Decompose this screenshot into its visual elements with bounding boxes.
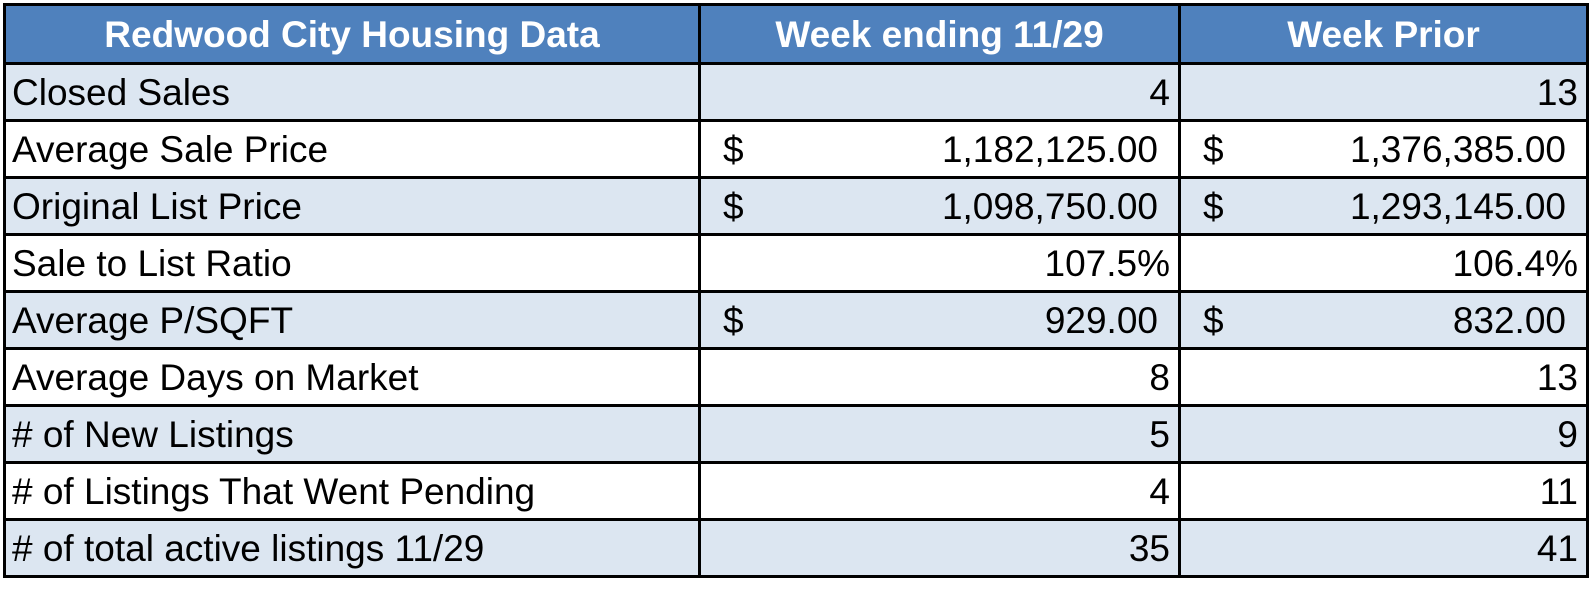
week-prior-value-cell: 9 [1178,404,1589,464]
week-ending-value-cell: 35 [698,518,1181,578]
currency-symbol: $ [1203,185,1224,227]
header-week-prior: Week Prior [1178,3,1589,65]
table-row: # of Listings That Went Pending 4 11 [3,461,1589,521]
week-ending-value-cell: 8 [698,347,1181,407]
table-body: Closed Sales 4 13 Average Sale Price $1,182,… [3,62,1589,578]
row-label: Average P/SQFT [3,290,701,350]
week-ending-value-cell: $1,182,125.00 [698,119,1181,179]
table-header-row: Redwood City Housing Data Week ending 11… [3,3,1589,65]
week-ending-value-cell: 5 [698,404,1181,464]
week-prior-value: 1,293,145.00 [1349,185,1566,227]
week-prior-value-cell: 11 [1178,461,1589,521]
week-ending-value-cell: 107.5% [698,233,1181,293]
housing-data-table: Redwood City Housing Data Week ending 11… [3,3,1589,578]
week-ending-value-cell: $929.00 [698,290,1181,350]
table-row: Sale to List Ratio 107.5% 106.4% [3,233,1589,293]
row-label: Average Days on Market [3,347,701,407]
week-prior-value-cell: $1,293,145.00 [1178,176,1589,236]
table-row: Closed Sales 4 13 [3,62,1589,122]
header-title: Redwood City Housing Data [3,3,701,65]
table-row: # of total active listings 11/29 35 41 [3,518,1589,578]
table-row: Original List Price $1,098,750.00 $1,293,1… [3,176,1589,236]
table-row: Average P/SQFT $929.00 $832.00 [3,290,1589,350]
row-label: # of Listings That Went Pending [3,461,701,521]
week-prior-value-cell: 41 [1178,518,1589,578]
table-row: Average Sale Price $1,182,125.00 $1,376,38… [3,119,1589,179]
week-ending-value-cell: $1,098,750.00 [698,176,1181,236]
row-label: Original List Price [3,176,701,236]
header-week-ending: Week ending 11/29 [698,3,1181,65]
currency-symbol: $ [723,185,744,227]
week-ending-value: 1,182,125.00 [941,128,1158,170]
housing-data-table-container: Redwood City Housing Data Week ending 11… [3,3,1589,578]
currency-symbol: $ [723,299,744,341]
row-label: Average Sale Price [3,119,701,179]
week-prior-value-cell: 13 [1178,347,1589,407]
row-label: Sale to List Ratio [3,233,701,293]
week-prior-value: 1,376,385.00 [1349,128,1566,170]
week-ending-value-cell: 4 [698,62,1181,122]
table-row: Average Days on Market 8 13 [3,347,1589,407]
week-prior-value-cell: $832.00 [1178,290,1589,350]
row-label: # of New Listings [3,404,701,464]
row-label: Closed Sales [3,62,701,122]
week-prior-value: 832.00 [1452,299,1566,341]
row-label: # of total active listings 11/29 [3,518,701,578]
week-ending-value: 929.00 [1044,299,1158,341]
currency-symbol: $ [723,128,744,170]
week-prior-value-cell: 13 [1178,62,1589,122]
currency-symbol: $ [1203,299,1224,341]
week-ending-value-cell: 4 [698,461,1181,521]
currency-symbol: $ [1203,128,1224,170]
table-row: # of New Listings 5 9 [3,404,1589,464]
week-prior-value-cell: 106.4% [1178,233,1589,293]
week-prior-value-cell: $1,376,385.00 [1178,119,1589,179]
week-ending-value: 1,098,750.00 [941,185,1158,227]
